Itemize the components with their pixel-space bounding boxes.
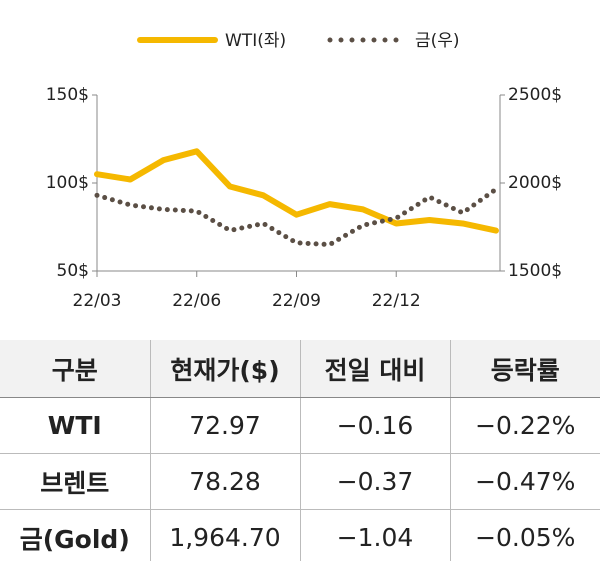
series-line	[94, 148, 499, 234]
chart: 50$ 100$ 150$ 1500$ 2000$ 2500$ 22/03 22/06 22/0…	[46, 31, 562, 311]
x-tick-label: 22/06	[172, 291, 221, 311]
header-cell: 구분	[0, 340, 150, 398]
table-cell: 1,964.70	[149, 509, 300, 561]
table-cell: −0.37	[299, 453, 450, 510]
table-cell: −0.47%	[449, 453, 600, 510]
y2-tick-label: 2000$	[508, 173, 562, 193]
price-table: 구분 현재가($) 전일 대비 등락률 WTI 72.97 −0.16 −0.22% 브렌트 78…	[0, 340, 600, 561]
table-row: WTI 72.97 −0.16 −0.22%	[0, 397, 600, 454]
header-cell: 현재가($)	[149, 340, 300, 398]
table-cell: −0.16	[299, 397, 450, 454]
series-line	[94, 186, 499, 248]
table-cell: WTI	[47, 411, 102, 440]
table-cell: −1.04	[299, 509, 450, 561]
legend-label: WTI(좌)	[225, 31, 286, 51]
table-cell: 브렌트	[0, 453, 150, 510]
table-cell: −0.22%	[449, 397, 600, 454]
table-cell: 72.97	[149, 397, 300, 454]
y2-tick-label: 1500$	[508, 261, 562, 281]
y2-tick-label: 2500$	[508, 85, 562, 105]
y-tick-label: 50$	[57, 261, 89, 281]
table-row: 금(Gold) 1,964.70 −1.04 −0.05%	[0, 509, 600, 561]
x-tick-label: 22/12	[372, 291, 421, 311]
header-cell: 등락률	[449, 340, 600, 398]
y-tick-label: 150$	[46, 85, 89, 105]
table-cell: −0.05%	[449, 509, 600, 561]
table-cell: 78.28	[149, 453, 300, 510]
x-tick-label: 22/03	[73, 291, 122, 311]
x-tick-label: 22/09	[272, 291, 321, 311]
legend-label: 금(우)	[415, 31, 460, 51]
y-tick-label: 100$	[46, 173, 89, 193]
table-cell: 금(Gold)	[0, 509, 150, 561]
header-cell: 전일 대비	[299, 340, 450, 398]
table-row: 브렌트 78.28 −0.37 −0.47%	[0, 453, 600, 510]
